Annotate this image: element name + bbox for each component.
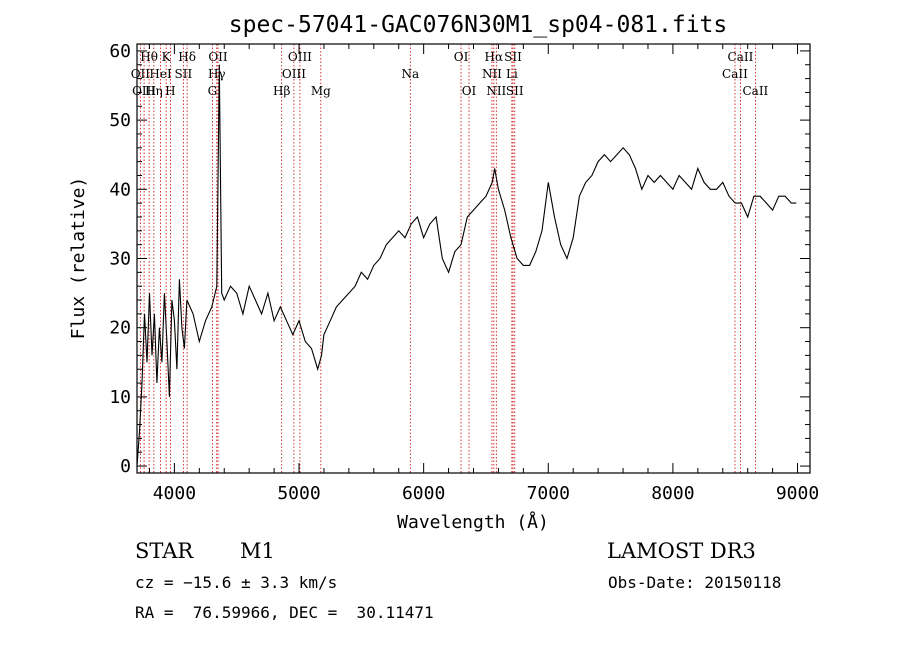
line-label: SII [175,67,193,81]
line-label: NII [482,67,502,81]
y-tick-label: 10 [109,387,131,408]
x-tick-label: 6000 [402,483,445,504]
line-label: Hδ [178,50,196,64]
survey-name: LAMOST DR3 [607,539,756,563]
line-markers [139,44,756,473]
line-label: SII [506,84,524,98]
line-label: OIII [132,84,156,98]
chart-title: spec-57041-GAC076N30M1_sp04-081.fits [229,12,728,38]
x-tick-label: 9000 [776,483,819,504]
y-tick-label: 60 [109,41,131,62]
y-tick-label: 40 [109,179,131,200]
object-subclass: M1 [240,539,275,563]
x-tick-label: 4000 [153,483,196,504]
line-label: OIII [282,67,306,81]
line-label: G [208,84,218,98]
x-tick-label: 5000 [277,483,320,504]
line-label: Na [401,67,419,81]
y-tick-label: 0 [120,456,131,477]
line-label: CaII [742,84,768,98]
line-label: OI [454,50,469,64]
y-tick-label: 20 [109,318,131,339]
line-label: Hα [485,50,504,64]
line-label: OII [131,67,151,81]
object-type: STAR [135,539,194,563]
line-label: Mg [311,84,331,98]
line-label: OIII [288,50,312,64]
x-axis-ticks: 4000 5000 6000 7000 8000 9000 [148,44,819,504]
line-label: Hη [145,84,163,98]
coordinates: RA = 76.59966, DEC = 30.11471 [135,603,434,622]
plot-frame [136,43,811,474]
y-axis-label: Flux (relative) [68,177,89,340]
line-label: Li [506,67,518,81]
x-tick-label: 8000 [651,483,694,504]
line-label: Hθ [140,50,158,64]
line-label: CaII [728,50,754,64]
line-label: K [162,50,172,64]
line-label: HeI [149,67,172,81]
observation-date: Obs-Date: 20150118 [608,573,782,592]
redshift-velocity: cz = −15.6 ± 3.3 km/s [135,573,338,592]
line-label: CaII [722,67,748,81]
line-label: OII [208,50,228,64]
spectrum-line [136,64,797,467]
line-label: H [165,84,175,98]
x-axis-label: Wavelength (Å) [397,511,549,533]
y-axis-ticks: 0 10 20 30 40 50 60 [109,41,810,477]
line-label: Hγ [208,67,226,81]
line-label: OI [462,84,477,98]
y-tick-label: 30 [109,249,131,270]
line-label: SII [504,50,522,64]
line-label: Hβ [273,84,290,98]
y-tick-label: 50 [109,110,131,131]
line-label: NII [486,84,506,98]
x-tick-label: 7000 [527,483,570,504]
